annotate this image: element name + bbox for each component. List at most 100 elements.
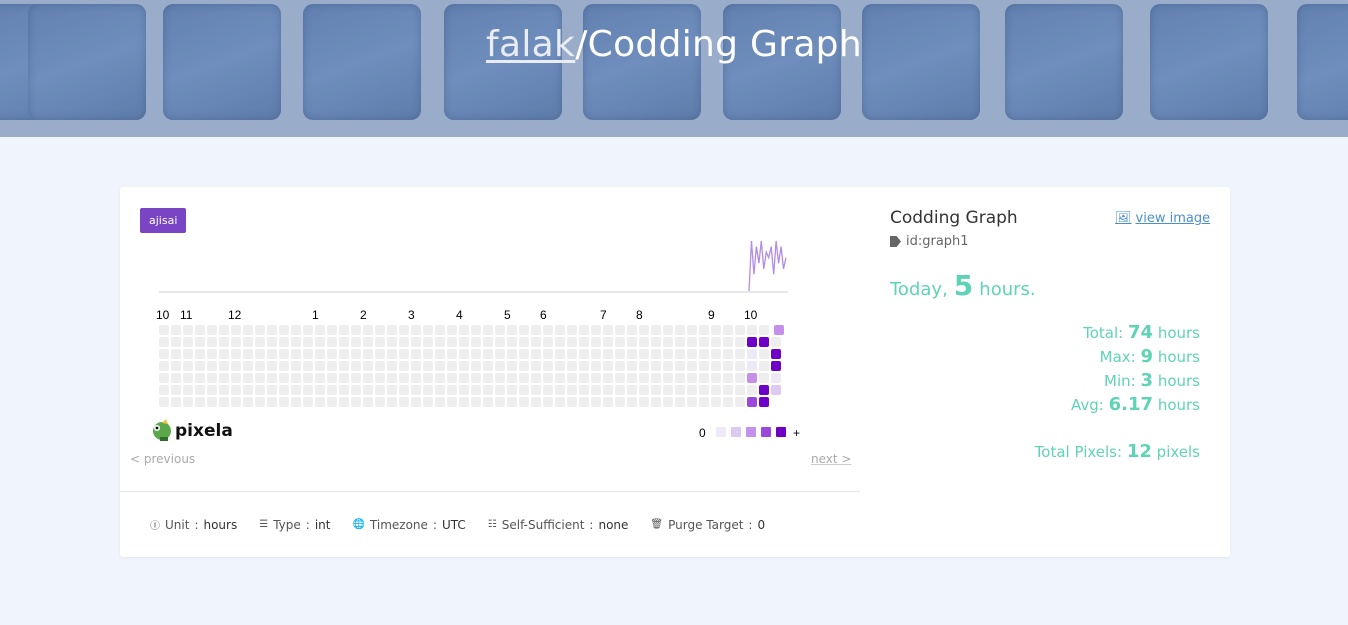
month-label: 6: [540, 308, 547, 322]
pixel-cell: [663, 385, 673, 395]
pixel-cell: [711, 325, 721, 335]
next-link[interactable]: next >: [811, 452, 852, 466]
pixel-cell: [627, 337, 637, 347]
pixel-cell: [171, 397, 181, 407]
legend-swatch: [746, 427, 756, 437]
pixel-cell: [351, 337, 361, 347]
pixel-cell: [579, 361, 589, 371]
pixel-cell: [171, 349, 181, 359]
pixel-cell: [567, 385, 577, 395]
pixel-cell: [375, 361, 385, 371]
pixel-cell: [483, 349, 493, 359]
pixel-cell: [675, 325, 685, 335]
month-label: 1: [312, 308, 319, 322]
pixel-cell: [231, 373, 241, 383]
pixel-cell: [603, 397, 613, 407]
pixel-cell: [627, 349, 637, 359]
previous-link[interactable]: < previous: [130, 452, 196, 466]
tile-background: [0, 0, 1348, 137]
pixel-cell: [615, 385, 625, 395]
pixel-cell: [303, 325, 313, 335]
pixel-cell: [663, 337, 673, 347]
pixel-cell: [555, 349, 565, 359]
pixel-cell: [447, 337, 457, 347]
pixel-cell: [507, 349, 517, 359]
pixel-cell: [747, 373, 757, 383]
pixel-cell: [531, 337, 541, 347]
pixel-cell: [759, 385, 769, 395]
pixel-cell: [279, 385, 289, 395]
pixel-cell: [651, 337, 661, 347]
pixel-cell: [231, 385, 241, 395]
pixel-cell: [411, 385, 421, 395]
pixel-cell: [423, 397, 433, 407]
pixel-cell: [243, 397, 253, 407]
pixel-cell: [447, 361, 457, 371]
pixel-cell: [327, 325, 337, 335]
pixel-cell: [375, 337, 385, 347]
pixel-cell: [711, 361, 721, 371]
pixel-cell: [255, 397, 265, 407]
pixel-cell: [399, 325, 409, 335]
pixel-cell: [435, 337, 445, 347]
pixel-cell: [747, 385, 757, 395]
meta-timezone: 🌐 Timezone: UTC: [352, 517, 466, 532]
pixel-cell: [774, 325, 784, 335]
pixel-cell: [279, 349, 289, 359]
pixel-cell: [771, 349, 781, 359]
pixel-cell: [363, 385, 373, 395]
pixel-cell: [543, 397, 553, 407]
user-link[interactable]: falak: [486, 24, 576, 65]
pixel-cell: [711, 397, 721, 407]
pixel-cell: [327, 373, 337, 383]
month-label: 5: [504, 308, 511, 322]
pixel-cell: [387, 373, 397, 383]
pixel-cell: [567, 349, 577, 359]
legend-swatch: [731, 427, 741, 437]
view-image-link[interactable]: 🖼 view image: [1115, 211, 1210, 226]
pixel-cell: [507, 373, 517, 383]
pixel-cell: [363, 325, 373, 335]
pixel-cell: [159, 373, 169, 383]
pixel-cell: [687, 373, 697, 383]
pixel-cell: [303, 337, 313, 347]
legend-high-label: +: [793, 426, 800, 440]
meta-label: Unit: [165, 517, 190, 532]
pixel-cell: [207, 397, 217, 407]
pixel-cell: [399, 397, 409, 407]
pixel-cell: [183, 385, 193, 395]
pixel-cell: [555, 397, 565, 407]
meta-label: Type: [273, 517, 301, 532]
page-title: falak/Codding Graph: [0, 24, 1348, 65]
pixel-cell: [579, 325, 589, 335]
pixel-cell: [627, 325, 637, 335]
pixel-cell: [639, 337, 649, 347]
pixel-cell: [747, 361, 757, 371]
theme-badge[interactable]: ajisai: [140, 208, 187, 233]
header-banner: falak/Codding Graph: [0, 0, 1348, 137]
pixel-cell: [507, 337, 517, 347]
month-label: 8: [636, 308, 643, 322]
pixel-cell: [687, 337, 697, 347]
pixel-cell: [435, 397, 445, 407]
pixel-cell: [315, 397, 325, 407]
pixel-cell: [711, 373, 721, 383]
pixel-cell: [591, 397, 601, 407]
meta-value: none: [598, 517, 629, 532]
pixel-cell: [483, 373, 493, 383]
pixel-cell: [759, 325, 769, 335]
pixel-cell: [639, 325, 649, 335]
pixel-cell: [483, 325, 493, 335]
pixel-cell: [207, 361, 217, 371]
pixel-cell: [219, 397, 229, 407]
pixel-cell: [291, 361, 301, 371]
pixel-cell: [399, 337, 409, 347]
pixel-cell: [711, 337, 721, 347]
pixel-cell: [507, 385, 517, 395]
pixel-cell: [723, 325, 733, 335]
pixel-cell: [687, 385, 697, 395]
pixel-cell: [687, 349, 697, 359]
pixel-cell: [243, 361, 253, 371]
pixel-cell: [231, 325, 241, 335]
pixel-cell: [351, 349, 361, 359]
